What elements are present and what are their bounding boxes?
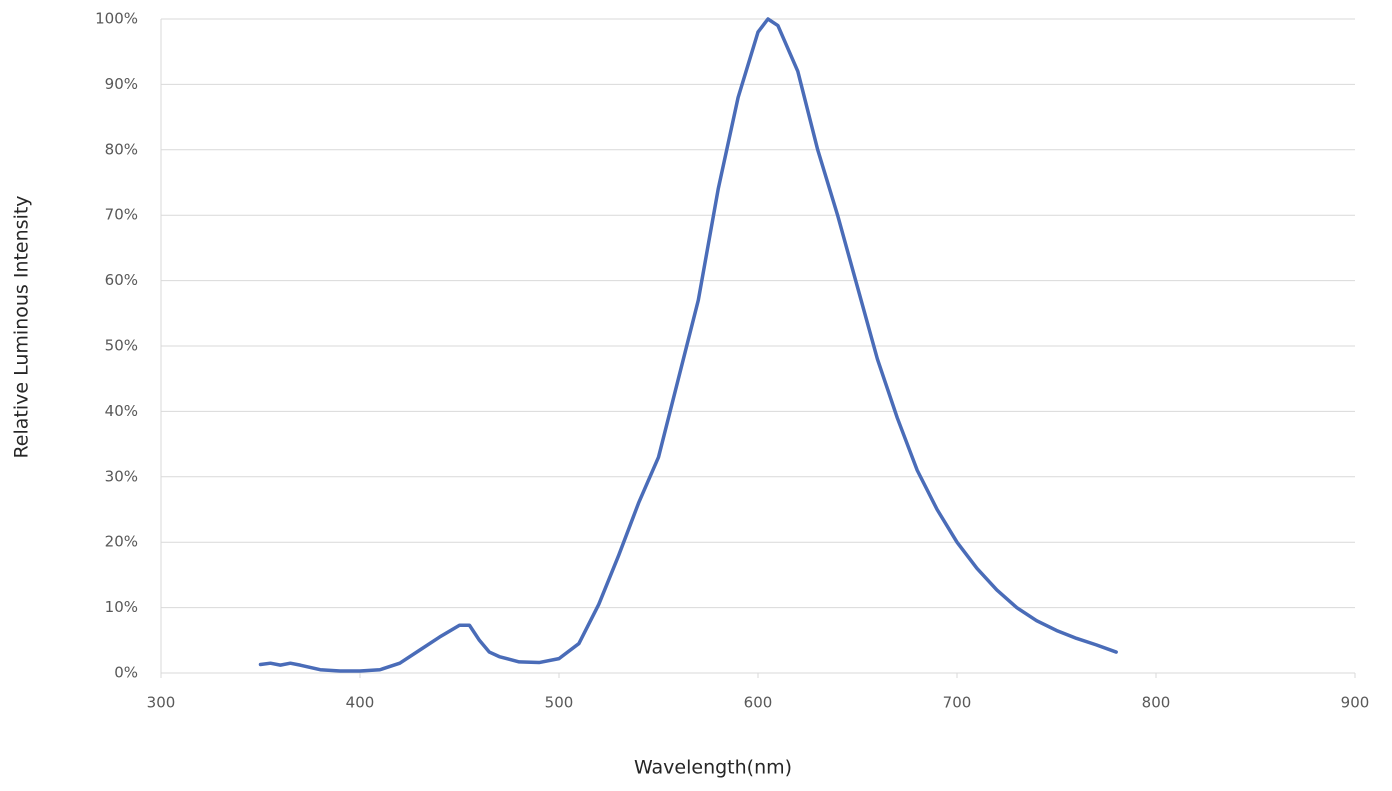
y-tick-label: 20% bbox=[105, 533, 138, 551]
y-tick-label: 100% bbox=[95, 10, 138, 28]
x-axis-title: Wavelength(nm) bbox=[634, 757, 792, 779]
y-tick-label: 50% bbox=[105, 337, 138, 355]
x-tick-label: 600 bbox=[744, 694, 773, 712]
y-tick-label: 80% bbox=[105, 140, 138, 158]
y-tick-label: 70% bbox=[105, 206, 138, 224]
y-tick-label: 40% bbox=[105, 402, 138, 420]
y-axis-title: Relative Luminous Intensity bbox=[11, 195, 33, 458]
data-line bbox=[258, 17, 1118, 673]
y-tick-label: 30% bbox=[105, 467, 138, 485]
y-tick-label: 90% bbox=[105, 75, 138, 93]
y-tick-label: 0% bbox=[114, 664, 138, 682]
x-tick-label: 900 bbox=[1341, 694, 1370, 712]
x-tick-label: 700 bbox=[943, 694, 972, 712]
x-tick-label: 800 bbox=[1142, 694, 1171, 712]
x-tick-label: 500 bbox=[545, 694, 574, 712]
y-tick-label: 10% bbox=[105, 598, 138, 616]
y-tick-label: 60% bbox=[105, 271, 138, 289]
x-tick-label: 400 bbox=[346, 694, 375, 712]
x-tick-label: 300 bbox=[147, 694, 176, 712]
